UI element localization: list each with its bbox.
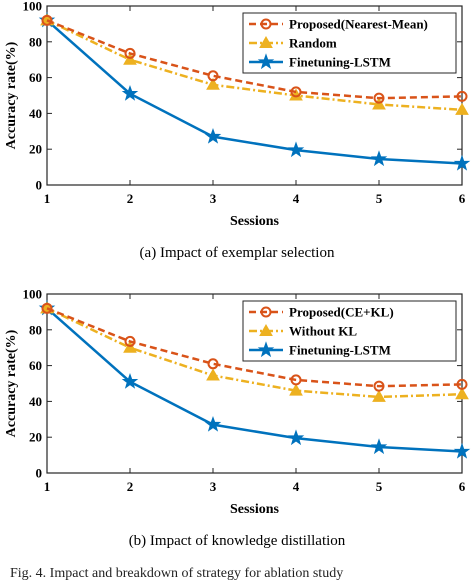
chart-a-data-point (123, 52, 137, 65)
chart-a-series-0 (41, 14, 468, 104)
chart-a-legend-marker (260, 18, 272, 30)
chart-b-legend: Proposed(CE+KL) Without KL Finetuning-LSTM (242, 300, 457, 362)
chart-a-data-point (207, 70, 219, 82)
chart-a-legend-marker (259, 35, 273, 48)
chart-b-ytick-label: 60 (29, 358, 42, 373)
chart-a-data-point (287, 141, 305, 158)
chart-b-ytick-label: 80 (29, 322, 42, 337)
chart-a-data-point (290, 86, 302, 98)
chart-a-data-point (206, 77, 220, 90)
chart-a-series-line (46, 19, 463, 112)
chart-a-yaxis-title: Accuracy rate(%) (4, 41, 19, 149)
chart-a-xtick-label: 6 (459, 191, 466, 206)
chart-b-data-point (372, 389, 386, 402)
chart-b-ytick-label: 100 (23, 288, 43, 302)
chart-b-data-point (456, 378, 468, 390)
chart-b-data-point (289, 383, 303, 396)
chart-b-xtick-label: 4 (293, 479, 300, 494)
chart-a-xtick-label: 5 (376, 191, 383, 206)
caption-b: (b) Impact of knowledge distillation (128, 533, 346, 549)
chart-b-data-point (41, 302, 53, 314)
chart-a-data-point (204, 128, 222, 144)
chart-b-yaxis-title: Accuracy rate(%) (4, 329, 19, 437)
chart-b-data-point (124, 335, 136, 347)
chart-b-data-point (207, 358, 219, 370)
chart-b-legend-label: Without KL (289, 324, 357, 339)
chart-a-series-1 (40, 13, 469, 115)
chart-a-xtick-label: 1 (44, 191, 51, 206)
chart-a-ytick-label: 0 (36, 178, 43, 193)
chart-b-legend-marker (260, 306, 272, 318)
chart-a-legend: Proposed(Nearest-Mean) Random Finetuning-L… (242, 12, 457, 74)
chart-a-ytick-label: 60 (29, 70, 42, 85)
chart-a-xtick-label: 2 (127, 191, 134, 206)
chart-b-xtick-label: 5 (376, 479, 383, 494)
figure-caption-footer: Fig. 4. Impact and breakdown of strategy… (10, 566, 344, 581)
chart-b: 0 20 40 60 80 100 1 2 3 4 5 6 Sessions Accuracy rate(… (4, 288, 471, 517)
chart-b-data-point (455, 387, 469, 400)
chart-b-legend-label: Finetuning-LSTM (289, 343, 391, 358)
chart-a-data-point (41, 14, 53, 26)
chart-b-ytick-label: 20 (29, 430, 42, 445)
chart-b-data-point (123, 340, 137, 353)
chart-a-xaxis-title: Sessions (230, 214, 280, 229)
chart-b-series-line (46, 307, 463, 388)
chart-b-legend-label: Proposed(CE+KL) (289, 305, 394, 320)
chart-b-plot-frame (46, 293, 463, 474)
chart-a-data-point (455, 102, 469, 115)
chart-a-xtick-label: 4 (293, 191, 300, 206)
chart-a-series-line (46, 19, 463, 100)
chart-b-data-point (290, 374, 302, 386)
chart-b-data-point (373, 380, 385, 392)
chart-b-legend-marker (259, 323, 273, 336)
chart-b-series-line (46, 307, 463, 453)
chart-a-data-point (124, 47, 136, 59)
caption-a: (a) Impact of exemplar selection (139, 245, 335, 261)
chart-b-data-point (287, 429, 305, 446)
chart-a-ytick-label: 80 (29, 34, 42, 49)
chart-a-data-point (373, 92, 385, 104)
chart-a-data-point (370, 150, 388, 167)
chart-a-data-point (121, 84, 139, 101)
chart-b-ytick-label: 0 (36, 466, 43, 481)
chart-b-data-point (206, 368, 220, 381)
chart-a-ytick-label: 100 (23, 0, 43, 14)
chart-a-series-line (46, 19, 463, 165)
chart-a-legend-label: Finetuning-LSTM (289, 55, 391, 70)
chart-a-ytick-label: 20 (29, 142, 42, 157)
chart-b-xtick-label: 3 (210, 479, 217, 494)
chart-a-data-point (372, 97, 386, 110)
chart-a-legend-label: Proposed(Nearest-Mean) (289, 17, 428, 32)
chart-a-legend-marker (257, 53, 275, 70)
chart-a-data-point (456, 90, 468, 102)
chart-b-series-0 (41, 302, 468, 392)
chart-a-data-point (453, 154, 471, 171)
chart-a-xtick-label: 3 (210, 191, 217, 206)
chart-b-xaxis-title: Sessions (230, 502, 280, 517)
chart-b-xtick-label: 6 (459, 479, 466, 494)
chart-b-data-point (121, 372, 139, 389)
chart-b-ytick-label: 40 (29, 394, 42, 409)
chart-b-data-point (453, 442, 471, 459)
chart-b-xtick-label: 2 (127, 479, 134, 494)
chart-a: 0 20 40 60 80 100 1 2 3 4 5 6 Sessions Accuracy rate(… (4, 0, 471, 229)
chart-b-data-point (204, 416, 222, 432)
chart-a-plot-frame (46, 5, 463, 186)
chart-b-data-point (370, 438, 388, 455)
chart-a-ytick-label: 40 (29, 106, 42, 121)
chart-a-legend-label: Random (289, 36, 337, 51)
chart-b-xtick-label: 1 (44, 479, 51, 494)
chart-b-series-line (46, 307, 463, 399)
chart-b-legend-marker (257, 341, 275, 358)
